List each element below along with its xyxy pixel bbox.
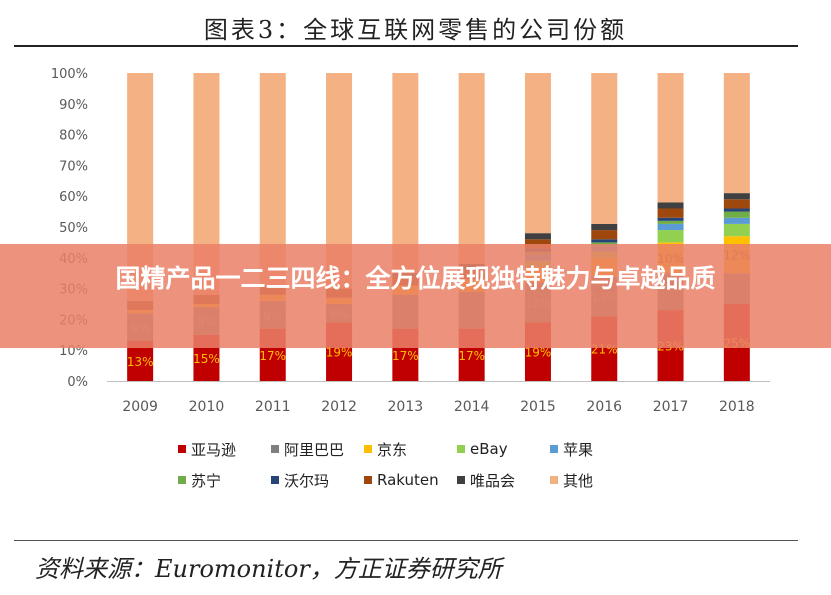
y-tick-label: 60% — [59, 190, 88, 205]
bar-segment — [657, 220, 684, 224]
legend-swatch — [271, 445, 279, 453]
data-label: 13% — [127, 355, 154, 369]
legend-label: 亚马逊 — [191, 440, 237, 459]
data-label: 17% — [259, 349, 286, 363]
bar-segment — [657, 73, 684, 203]
legend-label: 阿里巴巴 — [284, 440, 345, 459]
y-tick-label: 50% — [59, 221, 88, 236]
x-tick-label: 2012 — [321, 399, 357, 415]
bar-segment — [723, 193, 750, 200]
bar-segment — [723, 73, 750, 194]
bar-segment — [591, 230, 618, 240]
bar-segment — [723, 217, 750, 224]
legend-row-1: 亚马逊 阿里巴巴 京东 eBay 苹果 — [178, 438, 738, 460]
legend-swatch — [364, 445, 372, 453]
legend-item: 亚马逊 — [178, 438, 271, 460]
legend-swatch — [364, 476, 372, 484]
x-tick-label: 2011 — [255, 399, 291, 415]
bar-segment — [591, 73, 618, 224]
bar-segment — [591, 223, 618, 231]
bar-segment — [657, 208, 684, 218]
x-tick-label: 2015 — [520, 399, 556, 415]
legend-swatch — [457, 445, 465, 453]
legend-item: Rakuten — [364, 469, 457, 491]
source-note: 资料来源：Euromonitor，方正证券研究所 — [35, 555, 502, 583]
bar-segment — [524, 239, 551, 249]
bar-segment — [458, 73, 485, 264]
bar-segment — [657, 217, 684, 221]
x-tick-label: 2014 — [454, 399, 490, 415]
legend-swatch — [271, 476, 279, 484]
legend-item: 唯品会 — [457, 469, 550, 491]
x-tick-label: 2018 — [719, 399, 755, 415]
bar-segment — [392, 73, 419, 274]
bar-segment — [591, 239, 618, 243]
legend-item: 苹果 — [550, 438, 643, 460]
legend-swatch — [178, 476, 186, 484]
y-tick-label: 90% — [59, 98, 88, 113]
legend-label: 苏宁 — [191, 471, 222, 490]
data-label: 15% — [193, 352, 220, 366]
x-tick-label: 2009 — [122, 399, 158, 415]
legend-item: 京东 — [364, 438, 457, 460]
legend-item: 其他 — [550, 469, 643, 491]
legend-item: 沃尔玛 — [271, 469, 364, 491]
bar-segment — [657, 230, 684, 243]
legend-item: 苏宁 — [178, 469, 271, 491]
legend-label: 京东 — [377, 440, 408, 459]
data-label: 17% — [458, 349, 485, 363]
data-label: 19% — [326, 346, 353, 360]
legend-label: 唯品会 — [470, 471, 516, 490]
y-tick-label: 0% — [67, 375, 88, 390]
legend-swatch — [457, 476, 465, 484]
legend-item: 阿里巴巴 — [271, 438, 364, 460]
legend-swatch — [178, 445, 186, 453]
legend-label: 苹果 — [563, 440, 594, 459]
x-tick-label: 2010 — [189, 399, 225, 415]
bar-segment — [723, 223, 750, 237]
source-rule — [14, 540, 798, 541]
y-tick-label: 80% — [59, 129, 88, 144]
data-label: 17% — [392, 349, 419, 363]
bar-segment — [657, 223, 684, 231]
figure-title: 图表3：全球互联网零售的公司份额 — [203, 16, 628, 44]
overlay-banner — [0, 244, 831, 348]
legend-label: 沃尔玛 — [284, 471, 330, 490]
legend-item: eBay — [457, 438, 550, 460]
bar-segment — [723, 199, 750, 209]
legend-swatch — [550, 445, 558, 453]
legend-swatch — [550, 476, 558, 484]
bar-segment — [723, 208, 750, 212]
bar-segment — [657, 202, 684, 209]
title-rule — [14, 45, 798, 47]
bar-segment — [723, 211, 750, 218]
bar-segment — [524, 73, 551, 234]
overlay-banner-text: 国精产品一二三四线：全方位展现独特魅力与卓越品质 — [115, 264, 716, 293]
y-tick-label: 100% — [51, 67, 88, 82]
bar-segment — [524, 233, 551, 240]
chart-legend: 亚马逊 阿里巴巴 京东 eBay 苹果 苏宁 沃尔玛 Rakuten 唯品会 其他 — [178, 438, 738, 500]
y-tick-label: 70% — [59, 159, 88, 174]
bar-segment — [591, 242, 618, 246]
legend-label: 其他 — [563, 471, 594, 490]
data-label: 19% — [525, 346, 552, 360]
legend-label: Rakuten — [377, 471, 439, 489]
legend-label: eBay — [470, 440, 508, 458]
x-tick-label: 2017 — [653, 399, 689, 415]
x-tick-label: 2016 — [586, 399, 622, 415]
legend-row-2: 苏宁 沃尔玛 Rakuten 唯品会 其他 — [178, 469, 738, 491]
x-tick-label: 2013 — [388, 399, 424, 415]
